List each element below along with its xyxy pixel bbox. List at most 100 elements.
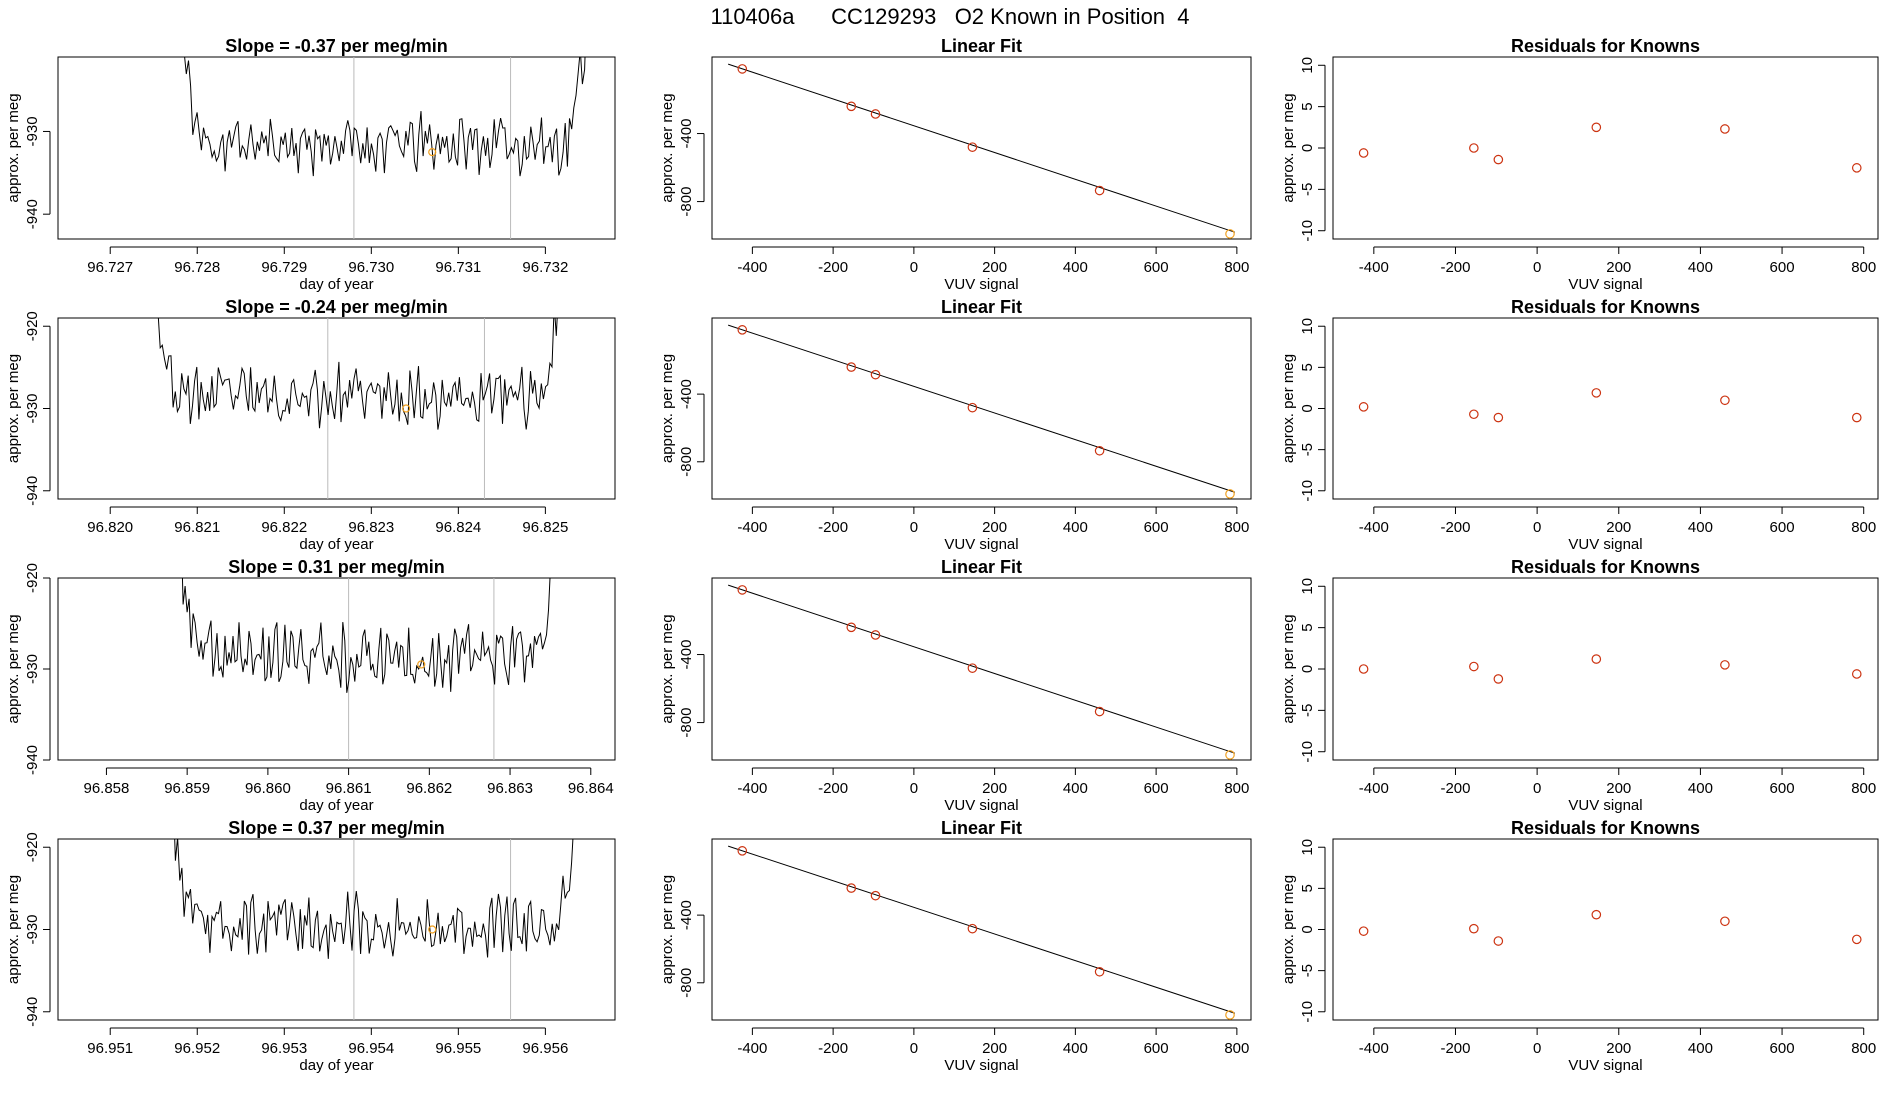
x-axis-label: day of year <box>299 797 373 814</box>
residual-point <box>1591 122 1602 133</box>
y-tick-label: -930 <box>24 654 41 684</box>
residual-point <box>1358 926 1369 936</box>
x-tick-label: 600 <box>1770 1040 1795 1057</box>
x-tick-label: 96.951 <box>87 1040 133 1057</box>
panel-fit-r4: Linear Fit -400 -200 0 200 400 600 800 VUV signa… <box>659 818 1252 1074</box>
fit-point <box>870 369 881 380</box>
panel-title: Slope = 0.31 per meg/min <box>228 557 445 577</box>
x-axis: -400 -200 0 200 400 600 800 VUV signal <box>1359 506 1876 553</box>
y-axis-label: approx. per meg <box>659 93 676 202</box>
y-tick-label: -10 <box>1299 480 1316 502</box>
y-tick-label: -800 <box>678 968 695 998</box>
x-tick-label: 400 <box>1063 519 1088 536</box>
residual-point <box>1493 674 1504 684</box>
residual-point <box>1591 654 1602 664</box>
plot-box <box>711 838 1252 1021</box>
panel-title: Residuals for Knowns <box>1511 557 1700 577</box>
panel-fit-r2: Linear Fit -400 -200 0 200 400 600 800 VUV signa… <box>659 297 1252 553</box>
x-tick-label: 400 <box>1688 259 1713 276</box>
data-marks <box>184 57 586 239</box>
y-axis: -10 -5 0 5 10 approx. per meg <box>1280 57 1326 242</box>
x-axis: 96.858 96.859 96.860 96.861 96.862 96.863 96.8… <box>83 767 614 814</box>
x-axis: -400 -200 0 200 400 600 800 VUV signal <box>737 1027 1249 1074</box>
x-tick-label: 800 <box>1224 1040 1249 1057</box>
fit-point <box>1094 445 1105 456</box>
residual-point <box>1851 669 1862 679</box>
x-tick-label: -200 <box>1440 519 1470 536</box>
x-tick-label: 200 <box>982 1040 1007 1057</box>
panel-title: Slope = -0.24 per meg/min <box>225 297 448 317</box>
x-tick-label: 400 <box>1063 1040 1088 1057</box>
x-tick-label: 200 <box>982 259 1007 276</box>
x-tick-label: -400 <box>1359 780 1389 797</box>
x-tick-label: -400 <box>1359 1040 1389 1057</box>
fit-point <box>737 325 748 335</box>
x-tick-label: 96.732 <box>522 259 568 276</box>
x-axis-label: VUV signal <box>1568 1057 1642 1074</box>
y-tick-label: -940 <box>24 997 41 1027</box>
x-tick-label: 96.730 <box>348 259 394 276</box>
x-tick-label: 96.862 <box>406 780 452 797</box>
x-tick-label: 96.864 <box>568 780 614 797</box>
residual-point <box>1469 143 1479 153</box>
x-tick-label: 600 <box>1144 519 1169 536</box>
x-tick-label: 96.727 <box>87 259 133 276</box>
data-marks <box>1358 654 1862 684</box>
plot-box <box>57 838 616 1021</box>
x-tick-label: 0 <box>910 519 918 536</box>
y-tick-label: -920 <box>24 563 41 593</box>
residual-point <box>1493 936 1504 946</box>
panel-resid-r1: Residuals for Knowns -400 -200 0 200 400 600 80… <box>1280 36 1879 293</box>
data-marks <box>727 845 1236 1020</box>
fit-point <box>846 883 857 893</box>
x-tick-label: 400 <box>1688 1040 1713 1057</box>
panel-title: Residuals for Knowns <box>1511 297 1700 317</box>
y-tick-label: 10 <box>1299 318 1316 335</box>
x-axis: 96.820 96.821 96.822 96.823 96.824 96.825 day … <box>87 506 568 553</box>
x-axis-label: day of year <box>299 1057 373 1074</box>
x-axis-label: VUV signal <box>944 276 1018 293</box>
x-tick-label: -200 <box>1440 259 1470 276</box>
y-tick-label: -5 <box>1299 704 1316 717</box>
fit-point <box>870 109 881 119</box>
panel-title: Linear Fit <box>941 557 1022 577</box>
plot-box <box>57 577 616 761</box>
data-marks <box>727 63 1236 239</box>
x-tick-label: 800 <box>1224 780 1249 797</box>
y-tick-label: 0 <box>1299 925 1316 933</box>
x-tick-label: 96.731 <box>435 259 481 276</box>
panel-fit-r1: Linear Fit -400 -200 0 200 400 600 800 VUV signa… <box>659 36 1252 293</box>
x-tick-label: 600 <box>1144 1040 1169 1057</box>
residual-point <box>1720 916 1730 927</box>
x-tick-label: 200 <box>1606 1040 1631 1057</box>
x-tick-label: -200 <box>1440 780 1470 797</box>
x-tick-label: 96.729 <box>261 259 307 276</box>
y-axis-label: approx. per meg <box>5 354 22 463</box>
x-tick-label: -200 <box>818 1040 848 1057</box>
fit-point <box>967 663 978 673</box>
panel-title: Linear Fit <box>941 818 1022 838</box>
x-tick-label: 0 <box>1533 259 1541 276</box>
plot-box <box>711 56 1252 240</box>
y-tick-label: -10 <box>1299 220 1316 242</box>
y-axis-label: approx. per meg <box>659 354 676 463</box>
panel-title: Linear Fit <box>941 36 1022 56</box>
fit-point <box>1225 489 1235 499</box>
x-tick-label: 800 <box>1224 519 1249 536</box>
data-marks <box>174 839 574 1020</box>
residual-point <box>1358 664 1369 674</box>
x-tick-label: -400 <box>737 1040 767 1057</box>
y-tick-label: -5 <box>1299 183 1316 196</box>
fit-point <box>1225 229 1235 239</box>
x-tick-label: 96.821 <box>174 519 220 536</box>
fit-point <box>846 622 857 633</box>
y-tick-label: -800 <box>678 708 695 738</box>
x-tick-label: 0 <box>1533 519 1541 536</box>
plot-box <box>57 56 616 240</box>
x-tick-label: 96.953 <box>261 1040 307 1057</box>
x-tick-label: 400 <box>1688 780 1713 797</box>
fit-point <box>846 362 857 372</box>
x-tick-label: 96.858 <box>83 780 129 797</box>
x-tick-label: -400 <box>737 519 767 536</box>
